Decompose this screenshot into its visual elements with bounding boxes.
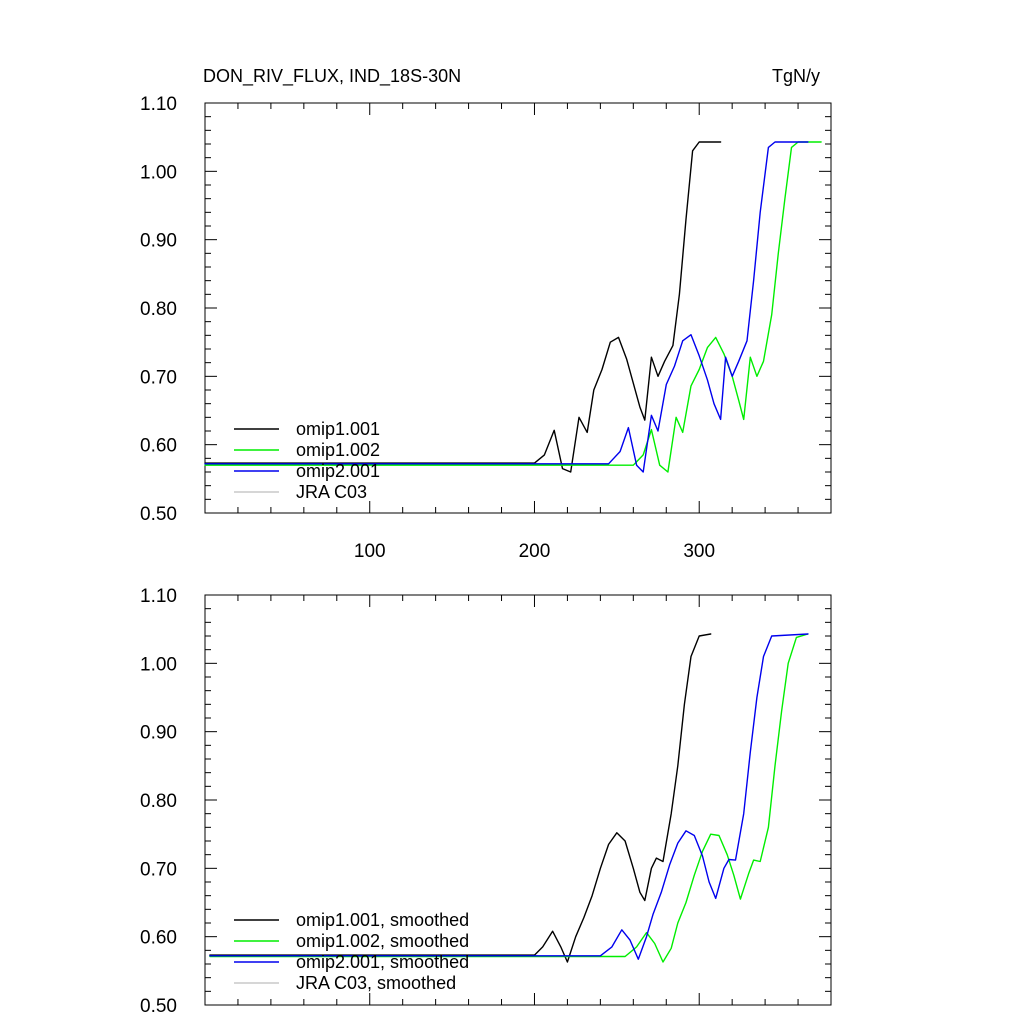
y-tick-label: 0.60: [140, 436, 177, 457]
y-tick-label: 0.90: [140, 723, 177, 744]
legend-label: JRA C03, smoothed: [296, 973, 456, 993]
series-lines: [204, 141, 822, 473]
y-tick-label: 0.90: [140, 231, 177, 252]
y-tick-label: 1.10: [140, 94, 177, 115]
series-line: [209, 633, 809, 960]
y-tick-label: 0.80: [140, 299, 177, 320]
legend-label: omip2.001: [296, 461, 380, 481]
x-tick-label: 300: [683, 541, 715, 562]
y-axis-ticks: 0.50 0.60 0.70 0.80 0.90 1.00 1.10: [140, 94, 831, 525]
y-tick-label: 0.70: [140, 367, 177, 388]
x-tick-label: 200: [519, 541, 551, 562]
y-tick-label: 0.50: [140, 996, 177, 1017]
series-line: [204, 141, 722, 473]
panel-top: DON_RIV_FLUX, IND_18S-30N TgN/y 0.50 0.60…: [140, 66, 832, 562]
series-lines: [209, 633, 809, 963]
y-axis-ticks: 0.50 0.60 0.70 0.80 0.90 1.00 1.10: [140, 586, 831, 1017]
legend-label: omip1.001, smoothed: [296, 910, 469, 930]
legend-label: JRA C03: [296, 482, 367, 502]
x-axis-ticks: 100 200 300: [237, 103, 832, 562]
chart-title: DON_RIV_FLUX, IND_18S-30N: [203, 66, 461, 87]
legend-label: omip2.001, smoothed: [296, 952, 469, 972]
units-label: TgN/y: [772, 66, 820, 86]
legend-label: omip1.002: [296, 440, 380, 460]
series-line: [204, 141, 822, 473]
y-tick-label: 0.60: [140, 928, 177, 949]
y-tick-label: 1.00: [140, 162, 177, 183]
legend-label: omip1.001: [296, 419, 380, 439]
x-tick-label: 100: [354, 541, 386, 562]
y-tick-label: 0.70: [140, 859, 177, 880]
panel-bottom: 0.50 0.60 0.70 0.80 0.90 1.00 1.10 omip1.001, …: [140, 586, 832, 1017]
x-axis-ticks: [237, 595, 832, 1005]
y-tick-label: 1.00: [140, 654, 177, 675]
series-line: [209, 633, 712, 963]
y-tick-label: 1.10: [140, 586, 177, 607]
legend-label: omip1.002, smoothed: [296, 931, 469, 951]
series-line: [209, 633, 809, 963]
y-tick-label: 0.80: [140, 791, 177, 812]
series-line: [204, 141, 809, 473]
y-tick-label: 0.50: [140, 504, 177, 525]
